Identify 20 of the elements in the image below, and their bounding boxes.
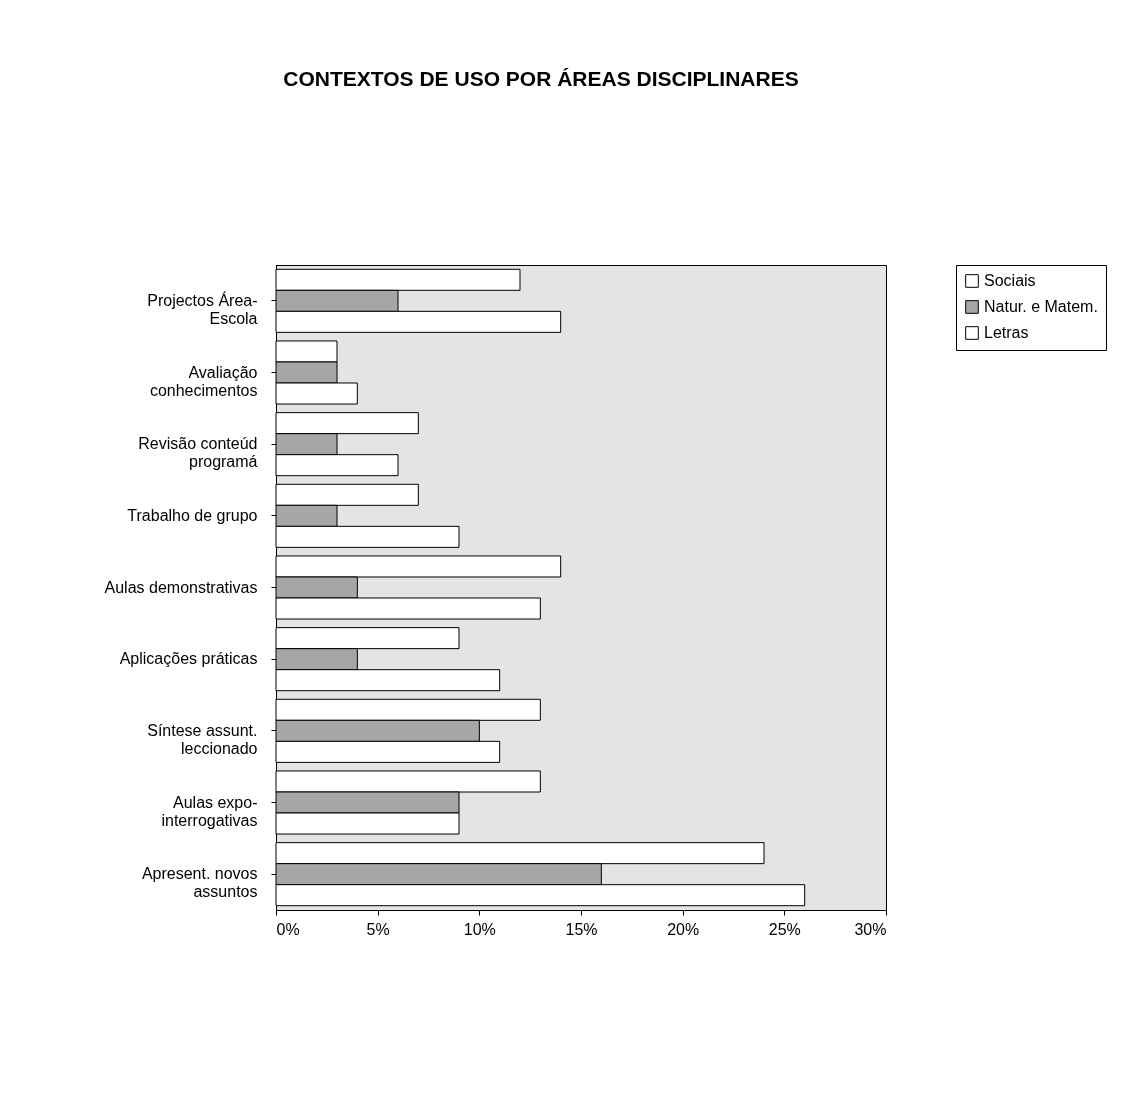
y-tick-label: Trabalho de grupo [127, 506, 258, 524]
y-tick-label: Revisão conteúd programá [138, 435, 258, 471]
y-tick-label: Aplicações práticas [119, 650, 258, 668]
legend-label: Natur. e Matem. [984, 298, 1098, 315]
x-tick-label: 30% [854, 920, 887, 938]
x-tick-label: 20% [667, 920, 700, 938]
x-tick-label: 25% [768, 920, 801, 938]
y-tick-label: Síntese assunt. leccionado [147, 721, 258, 757]
x-tick-label: 0% [276, 920, 300, 938]
y-tick-label: Projectos Área-Escola [147, 290, 258, 327]
legend-label: Sociais [984, 272, 1036, 289]
y-tick-label: Aulas demonstrativas [104, 578, 258, 596]
x-tick-label: 15% [565, 920, 598, 938]
y-tick-label: Avaliação conhecimentos [149, 363, 258, 399]
x-tick-label: 5% [366, 920, 390, 938]
chart-title: CONTEXTOS DE USO POR ÁREAS DISCIPLINARES [283, 66, 799, 90]
legend-label: Letras [984, 324, 1029, 341]
y-tick-label: Apresent. novos assuntos [141, 865, 258, 901]
y-tick-label: Aulas expo-interrogativas [161, 793, 258, 829]
x-tick-label: 10% [463, 920, 496, 938]
